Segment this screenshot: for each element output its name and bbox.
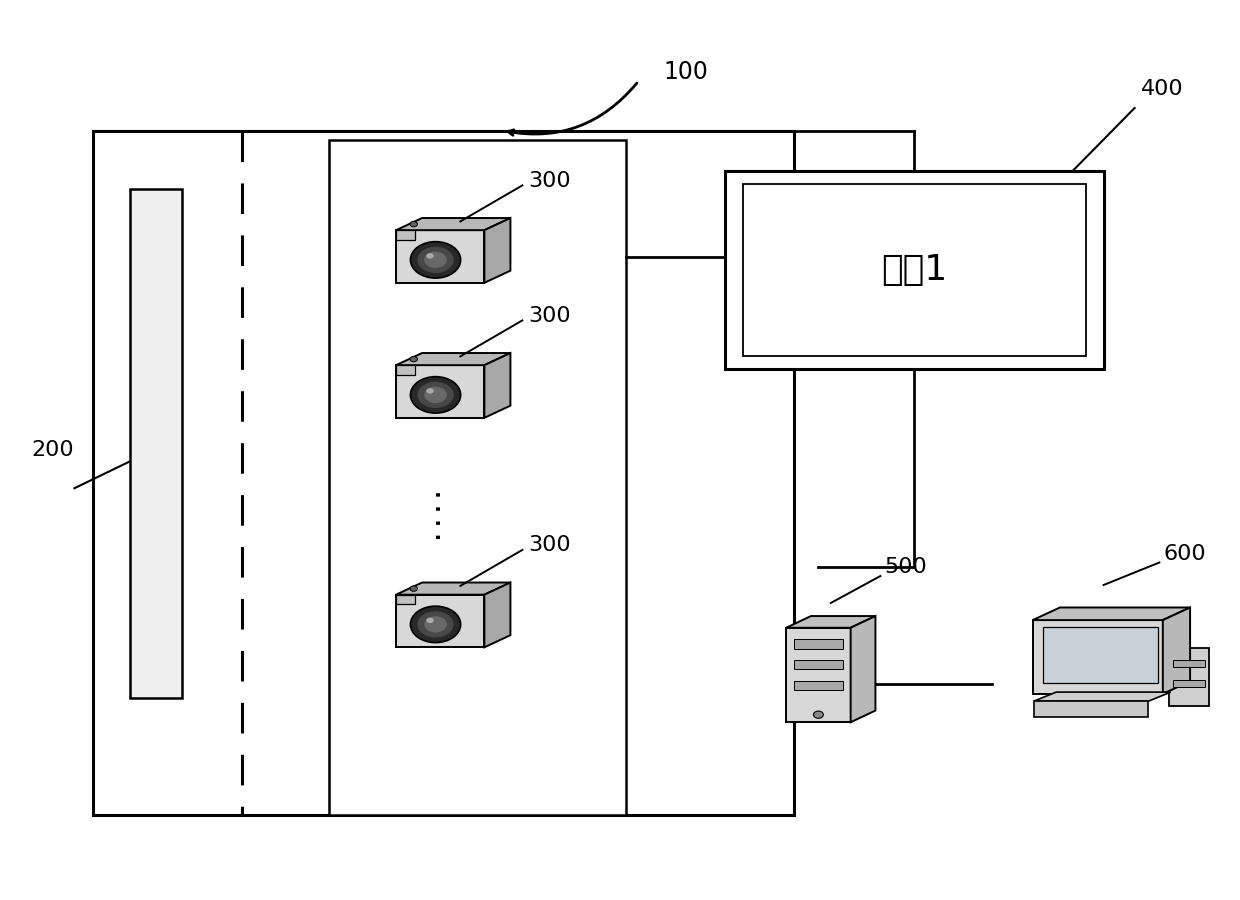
Circle shape bbox=[427, 253, 434, 258]
Polygon shape bbox=[1163, 608, 1190, 694]
Polygon shape bbox=[396, 353, 511, 365]
Polygon shape bbox=[786, 628, 851, 722]
Polygon shape bbox=[1033, 620, 1163, 694]
Circle shape bbox=[424, 616, 446, 633]
Text: 400: 400 bbox=[1141, 79, 1183, 99]
Circle shape bbox=[424, 252, 446, 268]
Circle shape bbox=[410, 241, 461, 278]
Polygon shape bbox=[1033, 608, 1190, 620]
Polygon shape bbox=[786, 616, 875, 628]
Circle shape bbox=[410, 586, 418, 591]
Text: · · · ·: · · · · bbox=[430, 491, 450, 540]
Polygon shape bbox=[794, 680, 843, 690]
Polygon shape bbox=[485, 582, 511, 647]
Circle shape bbox=[427, 388, 434, 393]
Polygon shape bbox=[396, 582, 511, 595]
Circle shape bbox=[418, 611, 454, 637]
Polygon shape bbox=[1043, 627, 1158, 683]
Bar bbox=[725, 171, 1104, 369]
Text: 300: 300 bbox=[528, 536, 572, 555]
Polygon shape bbox=[396, 365, 485, 418]
Polygon shape bbox=[794, 660, 843, 670]
Circle shape bbox=[410, 356, 418, 362]
Text: 600: 600 bbox=[1163, 544, 1205, 563]
Polygon shape bbox=[851, 616, 875, 722]
Circle shape bbox=[410, 607, 461, 643]
Bar bbox=[130, 189, 182, 698]
Text: 200: 200 bbox=[31, 440, 73, 460]
Text: 装置1: 装置1 bbox=[882, 253, 947, 287]
Polygon shape bbox=[396, 230, 415, 239]
Bar bbox=[743, 184, 1086, 356]
Polygon shape bbox=[1169, 648, 1209, 706]
Circle shape bbox=[418, 247, 454, 273]
Polygon shape bbox=[396, 365, 415, 374]
Circle shape bbox=[427, 617, 434, 623]
Polygon shape bbox=[1173, 660, 1205, 667]
Polygon shape bbox=[396, 218, 511, 230]
Bar bbox=[329, 140, 626, 814]
Circle shape bbox=[424, 387, 446, 403]
Polygon shape bbox=[1034, 701, 1148, 717]
Text: 300: 300 bbox=[528, 306, 572, 326]
Bar bbox=[93, 130, 794, 814]
Text: 500: 500 bbox=[884, 557, 926, 577]
Polygon shape bbox=[485, 353, 511, 418]
Polygon shape bbox=[485, 218, 511, 283]
Polygon shape bbox=[1034, 692, 1171, 701]
Polygon shape bbox=[794, 639, 843, 649]
Polygon shape bbox=[396, 230, 485, 283]
Text: 300: 300 bbox=[528, 171, 572, 191]
Polygon shape bbox=[1173, 680, 1205, 688]
Circle shape bbox=[418, 382, 454, 408]
Polygon shape bbox=[396, 595, 415, 604]
Circle shape bbox=[410, 376, 461, 413]
Circle shape bbox=[410, 221, 418, 227]
Polygon shape bbox=[396, 595, 485, 647]
Text: 100: 100 bbox=[663, 60, 708, 84]
Circle shape bbox=[813, 711, 823, 718]
